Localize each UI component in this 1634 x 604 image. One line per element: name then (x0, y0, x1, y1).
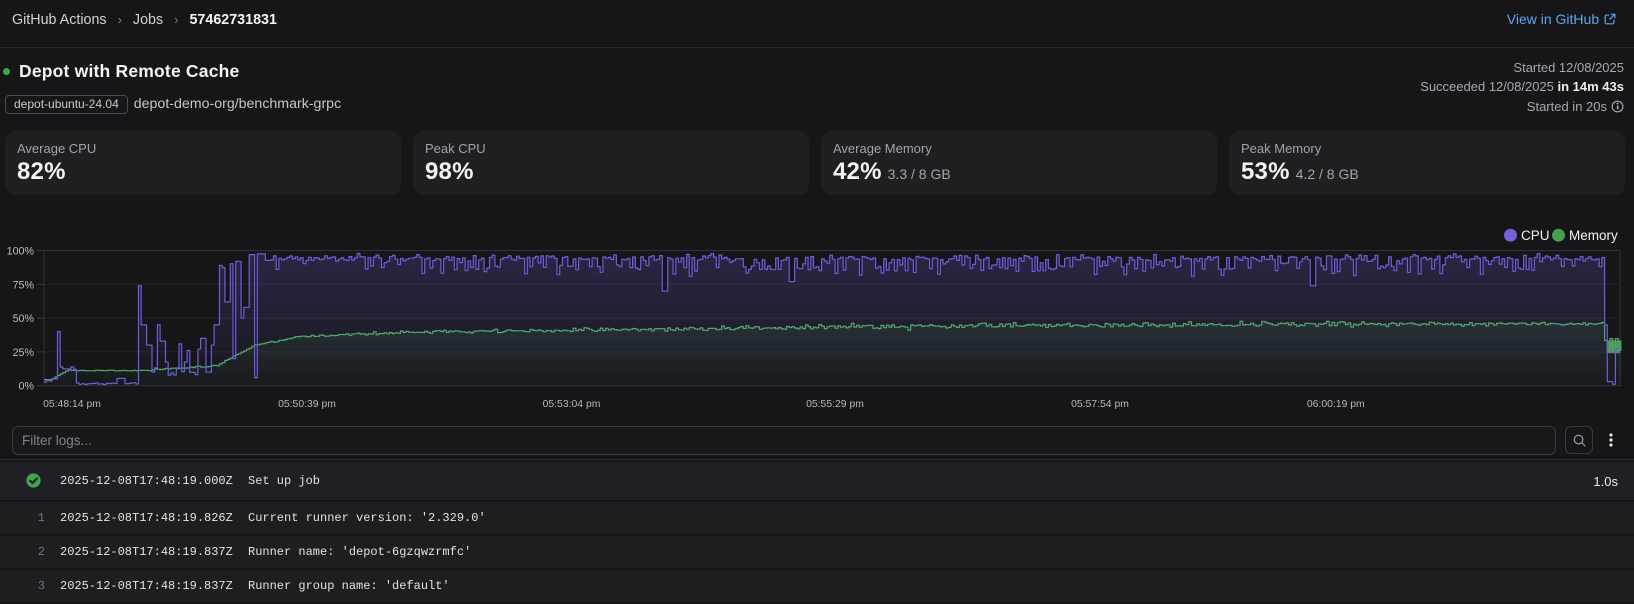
svg-text:05:50:39 pm: 05:50:39 pm (278, 399, 336, 410)
svg-text:Memory: Memory (1569, 228, 1618, 243)
svg-text:06:00:19 pm: 06:00:19 pm (1307, 399, 1365, 410)
svg-text:05:53:04 pm: 05:53:04 pm (543, 399, 601, 410)
svg-text:05:48:14 pm: 05:48:14 pm (43, 399, 101, 410)
svg-text:50%: 50% (13, 313, 35, 325)
svg-text:75%: 75% (13, 279, 35, 291)
svg-text:05:57:54 pm: 05:57:54 pm (1071, 399, 1129, 410)
svg-text:100%: 100% (7, 246, 35, 258)
svg-text:25%: 25% (13, 347, 35, 359)
svg-text:05:55:29 pm: 05:55:29 pm (806, 399, 864, 410)
svg-text:0%: 0% (19, 381, 35, 393)
svg-text:CPU: CPU (1521, 228, 1550, 243)
